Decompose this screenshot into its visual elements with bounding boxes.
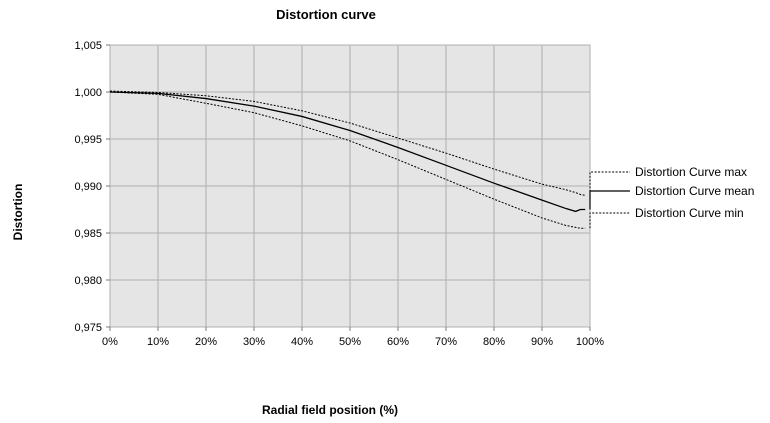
x-tick-label: 70% xyxy=(435,336,457,348)
x-tick-label: 50% xyxy=(339,336,361,348)
x-tick-label: 40% xyxy=(291,336,313,348)
series-line xyxy=(109,90,586,196)
x-axis-title: Radial field position (%) xyxy=(262,403,398,417)
y-tick-label: 0,985 xyxy=(74,228,102,240)
y-tick-label: 1,000 xyxy=(74,87,102,99)
legend-line xyxy=(589,212,630,229)
chart-title: Distortion curve xyxy=(276,7,376,22)
x-axis-ticks: 0% 10% 20% 30% 40% 50% 60% 70% 80% 90% 100% xyxy=(102,327,604,348)
x-tick-label: 100% xyxy=(576,336,604,348)
x-tick-label: 20% xyxy=(195,336,217,348)
y-tick-label: 0,990 xyxy=(74,181,102,193)
x-tick-label: 90% xyxy=(531,336,553,348)
legend-label: Distortion Curve mean xyxy=(635,184,754,198)
legend-line xyxy=(589,190,630,210)
series-lines xyxy=(109,90,586,229)
y-axis-ticks: 0,975 0,980 0,985 0,990 0,995 1,000 1,005 xyxy=(74,40,110,334)
legend-label: Distortion Curve min xyxy=(635,206,744,220)
x-tick-label: 30% xyxy=(243,336,265,348)
legend: Distortion Curve max Distortion Curve mea… xyxy=(589,165,754,229)
y-axis-title: Distortion xyxy=(11,184,25,241)
legend-line xyxy=(589,171,630,196)
x-tick-label: 10% xyxy=(147,336,169,348)
x-tick-label: 80% xyxy=(483,336,505,348)
y-tick-label: 0,975 xyxy=(74,322,102,334)
y-tick-label: 0,980 xyxy=(74,275,102,287)
y-tick-label: 1,005 xyxy=(74,40,102,52)
x-tick-label: 60% xyxy=(387,336,409,348)
series-line xyxy=(109,91,586,229)
x-tick-label: 0% xyxy=(102,336,118,348)
series-line xyxy=(109,91,586,213)
legend-label: Distortion Curve max xyxy=(635,165,747,179)
y-tick-label: 0,995 xyxy=(74,134,102,146)
